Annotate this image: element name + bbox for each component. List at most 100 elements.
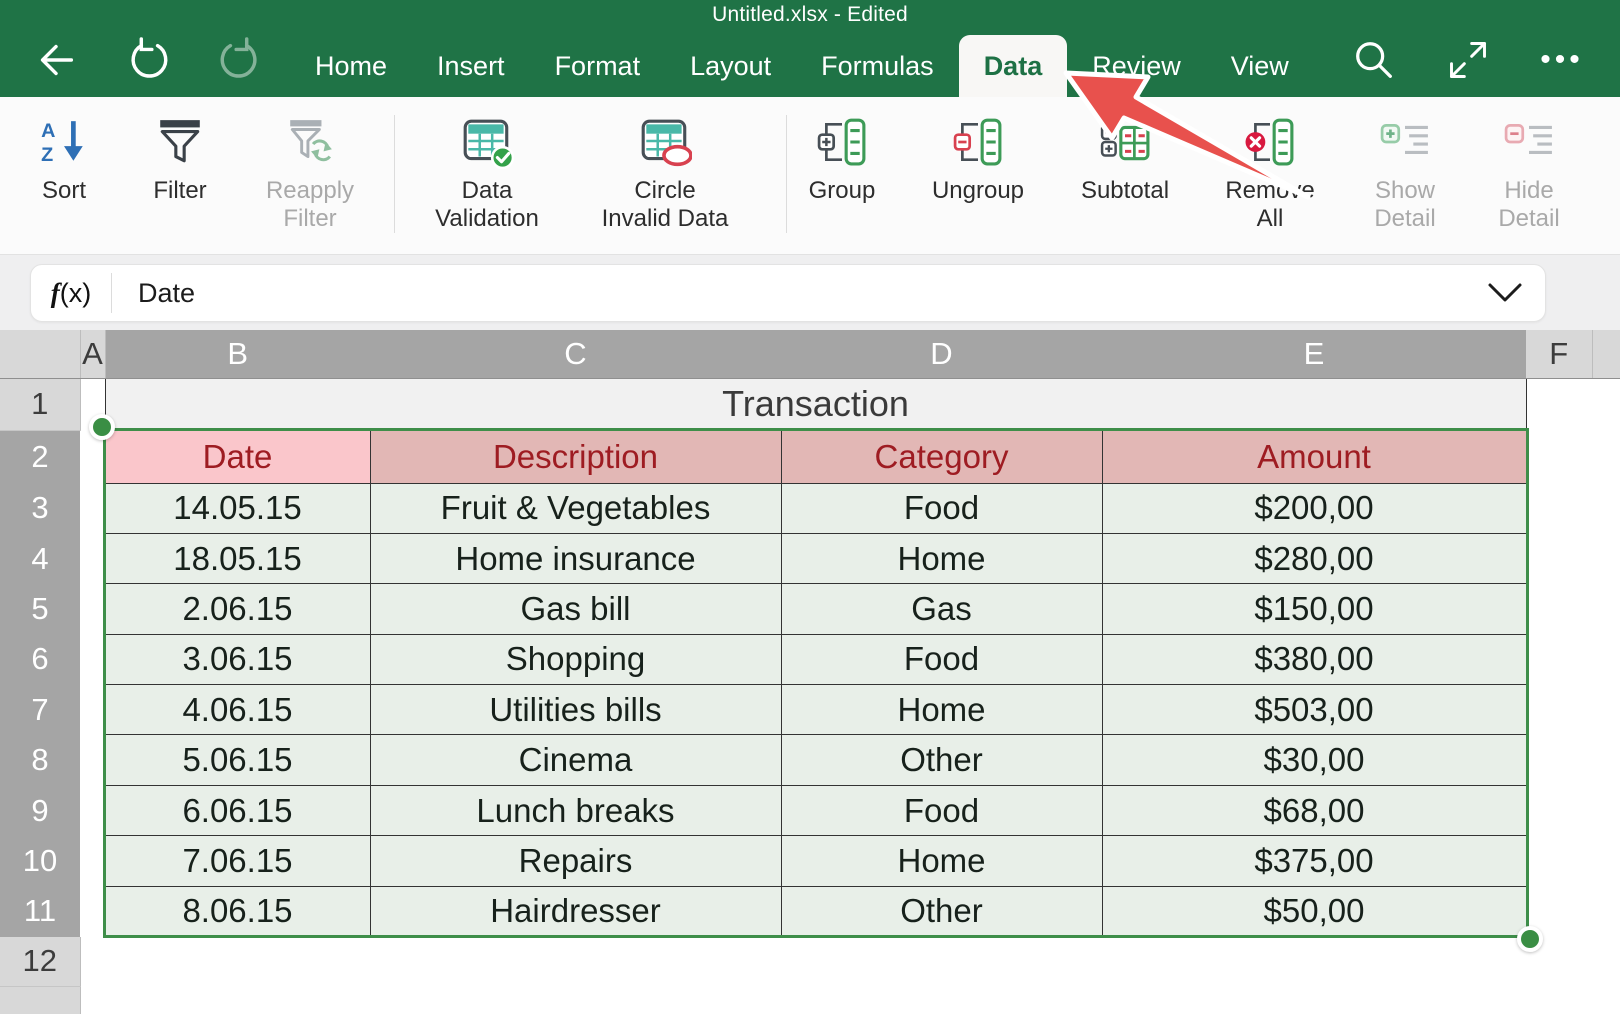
tab-review[interactable]: Review [1092, 50, 1181, 81]
formula-bar[interactable]: f(x) Date [30, 264, 1546, 322]
cell-f1[interactable] [1526, 378, 1592, 430]
sheet-cell[interactable]: $375,00 [1101, 835, 1527, 887]
sheet-cell[interactable]: Hairdresser [369, 885, 782, 938]
sheet-header-cell-amount[interactable]: Amount [1101, 429, 1527, 484]
data-validation-button[interactable]: Data Validation [402, 113, 572, 232]
row-header-partial[interactable] [0, 986, 81, 1014]
sheet-cell[interactable]: 18.05.15 [104, 532, 371, 585]
row-header-8[interactable]: 8 [0, 734, 80, 786]
sheet-cell[interactable]: $503,00 [1101, 684, 1527, 736]
sheet-cell[interactable]: Gas bill [369, 583, 782, 635]
redo-icon [220, 37, 257, 78]
redo-button[interactable] [216, 36, 264, 84]
row-header-7[interactable]: 7 [0, 684, 80, 735]
sheet-cell[interactable]: Other [780, 734, 1103, 786]
sheet-cell[interactable]: Cinema [369, 734, 782, 786]
tab-formulas[interactable]: Formulas [821, 50, 934, 81]
row-header-10[interactable]: 10 [0, 835, 80, 887]
sheet-cell[interactable]: 8.06.15 [104, 885, 371, 938]
reapply-filter-button[interactable]: Reapply Filter [242, 113, 378, 232]
sheet-cell[interactable]: Gas [780, 583, 1103, 635]
ungroup-button[interactable]: Ungroup [906, 113, 1050, 205]
formula-bar-expand-button[interactable] [1487, 282, 1523, 304]
back-button[interactable] [32, 36, 80, 84]
sheet-cell[interactable]: Home insurance [369, 532, 782, 585]
spreadsheet-grid: A B C D E F 1 Transaction 2 Date Descrip… [0, 330, 1620, 1014]
row-header-2[interactable]: 2 [0, 430, 80, 483]
sheet-cell[interactable]: 14.05.15 [104, 482, 371, 534]
sheet-cell[interactable]: Home [780, 835, 1103, 887]
sheet-title-cell[interactable]: Transaction [104, 378, 1527, 430]
sheet-cell[interactable]: $150,00 [1101, 583, 1527, 635]
hide-detail-button[interactable]: Hide Detail [1468, 113, 1590, 232]
sheet-cell[interactable]: 6.06.15 [104, 784, 371, 837]
formula-bar-value[interactable]: Date [138, 277, 196, 308]
table-row: 8 5.06.15 Cinema Other $30,00 [0, 734, 1620, 786]
row-header-9[interactable]: 9 [0, 785, 80, 836]
show-detail-button[interactable]: Show Detail [1344, 113, 1466, 232]
more-options-button[interactable]: ••• [1538, 36, 1586, 84]
column-header-b[interactable]: B [105, 330, 370, 379]
sheet-cell[interactable]: Repairs [369, 835, 782, 887]
sheet-cell[interactable]: $200,00 [1101, 482, 1527, 534]
row-header-11[interactable]: 11 [0, 886, 80, 937]
sheet-header-cell-description[interactable]: Description [369, 429, 782, 484]
tab-layout[interactable]: Layout [690, 50, 772, 81]
reapply-filter-label: Reapply Filter [265, 177, 355, 232]
row-header-1[interactable]: 1 [0, 378, 81, 431]
selection-handle-bottom-right[interactable] [1517, 926, 1543, 952]
sheet-cell[interactable]: $68,00 [1101, 784, 1527, 837]
column-header-c[interactable]: C [370, 330, 781, 379]
row-header-3[interactable]: 3 [0, 483, 80, 534]
circle-invalid-data-button[interactable]: Circle Invalid Data [572, 113, 758, 232]
sheet-cell[interactable]: Food [780, 482, 1103, 534]
sheet-cell[interactable]: Lunch breaks [369, 784, 782, 837]
sheet-header-cell-date[interactable]: Date [104, 429, 371, 484]
row-header-12[interactable]: 12 [0, 936, 81, 988]
sheet-cell[interactable]: $380,00 [1101, 633, 1527, 686]
column-header-f[interactable]: F [1526, 330, 1593, 379]
tab-format[interactable]: Format [554, 50, 641, 81]
column-header-e[interactable]: E [1102, 330, 1526, 379]
row-header-6[interactable]: 6 [0, 634, 80, 685]
sheet-cell[interactable]: 4.06.15 [104, 684, 371, 736]
fullscreen-button[interactable] [1444, 36, 1492, 84]
sheet-cell[interactable]: $50,00 [1101, 885, 1527, 938]
sheet-cell[interactable]: 2.06.15 [104, 583, 371, 635]
sheet-cell[interactable]: Utilities bills [369, 684, 782, 736]
sheet-cell[interactable]: Food [780, 633, 1103, 686]
tab-data[interactable]: Data [958, 35, 1068, 97]
remove-all-button[interactable]: Remove All [1194, 113, 1346, 232]
row-header-4[interactable]: 4 [0, 533, 80, 584]
table-row: 3 14.05.15 Fruit & Vegetables Food $200,… [0, 482, 1620, 534]
sheet-cell[interactable]: 5.06.15 [104, 734, 371, 786]
column-header-a[interactable]: A [80, 330, 106, 379]
sheet-cell[interactable]: Food [780, 784, 1103, 837]
row-header-5[interactable]: 5 [0, 583, 80, 635]
tab-insert[interactable]: Insert [437, 50, 505, 81]
group-button[interactable]: Group [782, 113, 902, 205]
sheet-cell[interactable]: $280,00 [1101, 532, 1527, 585]
sheet-cell[interactable]: Home [780, 684, 1103, 736]
titlebar-right-actions: ••• [1350, 30, 1586, 90]
sheet-cell[interactable]: Fruit & Vegetables [369, 482, 782, 534]
filter-button[interactable]: Filter [124, 113, 236, 205]
sheet-cell[interactable]: Other [780, 885, 1103, 938]
subtotal-button[interactable]: Subtotal [1054, 113, 1196, 205]
sheet-cell[interactable]: Shopping [369, 633, 782, 686]
column-header-d[interactable]: D [781, 330, 1102, 379]
tab-view[interactable]: View [1230, 50, 1289, 81]
sheet-header-cell-category[interactable]: Category [780, 429, 1103, 484]
sheet-cell[interactable]: 7.06.15 [104, 835, 371, 887]
selection-handle-top-left[interactable] [89, 414, 115, 440]
sheet-cell[interactable]: Home [780, 532, 1103, 585]
undo-button[interactable] [124, 36, 172, 84]
sheet-cell[interactable]: 3.06.15 [104, 633, 371, 686]
select-all-corner[interactable] [0, 330, 81, 379]
search-button[interactable] [1350, 36, 1398, 84]
column-header-partial[interactable] [1592, 330, 1620, 379]
group-icon [817, 118, 866, 166]
sheet-cell[interactable]: $30,00 [1101, 734, 1527, 786]
tab-home[interactable]: Home [315, 50, 388, 81]
